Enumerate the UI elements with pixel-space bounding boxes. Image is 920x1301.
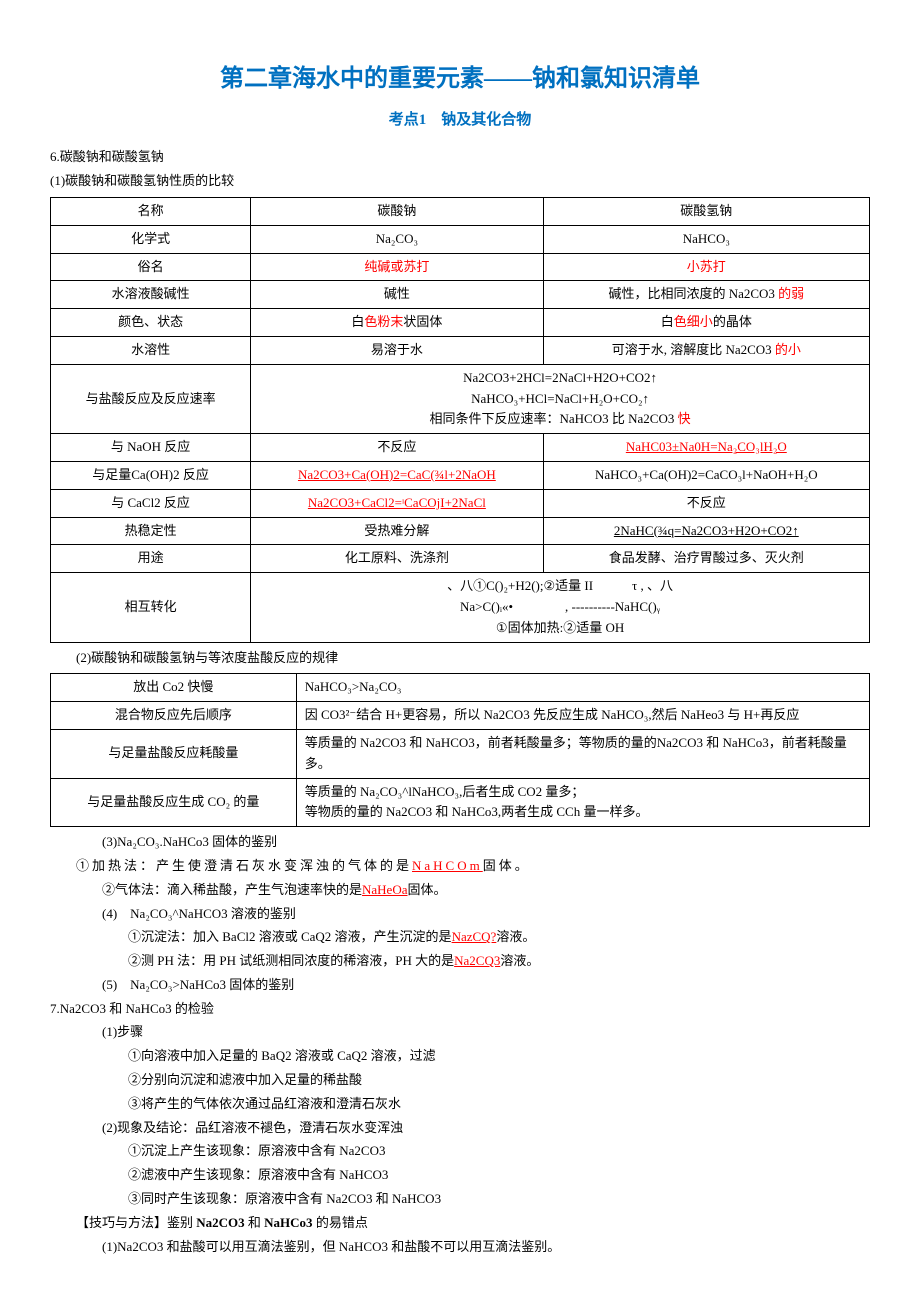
cell: Na2CO3+2HCl=2NaCl+H2O+CO2↑NaHCO₃+HCl=NaC…: [251, 364, 870, 433]
method-4-1: ①沉淀法：加入 BaCl2 溶液或 CaQ2 溶液，产生沉淀的是NazCQ?溶液…: [50, 927, 870, 948]
cell: 因 CO3²⁻结合 H+更容易，所以 Na2CO3 先反应生成 NaHCO₃,然…: [296, 702, 869, 730]
cell: 碱性，比相同浓度的 Na2CO3 的弱: [543, 281, 869, 309]
rules-table: 放出 Co2 快慢NaHCO₃>Na₂CO₃ 混合物反应先后顺序因 CO3²⁻结…: [50, 673, 870, 827]
cell: 化工原料、洗涤剂: [251, 545, 543, 573]
result-3: ③同时产生该现象：原溶液中含有 Na2CO3 和 NaHCO3: [50, 1189, 870, 1210]
cell: 与足量盐酸反应生成 CO₂ 的量: [51, 778, 297, 827]
cell: 小苏打: [543, 253, 869, 281]
cell: 水溶液酸碱性: [51, 281, 251, 309]
cell: 名称: [51, 197, 251, 225]
table-row: 放出 Co2 快慢NaHCO₃>Na₂CO₃: [51, 674, 870, 702]
cell: 放出 Co2 快慢: [51, 674, 297, 702]
cell: 等质量的 Na₂CO₃^lNaHCO₃,后者生成 CO2 量多； 等物质的量的 …: [296, 778, 869, 827]
cell: 可溶于水, 溶解度比 Na2CO3 的小: [543, 336, 869, 364]
table-row: 名称碳酸钠碳酸氢钠: [51, 197, 870, 225]
cell: 易溶于水: [251, 336, 543, 364]
cell: 与 NaOH 反应: [51, 434, 251, 462]
cell: Na2CO3+CaCl2=ᶦCaCOjI+2NaCl: [251, 489, 543, 517]
cell: 白色粉末状固体: [251, 309, 543, 337]
table-row: 与 CaCl2 反应Na2CO3+CaCl2=ᶦCaCOjI+2NaCl不反应: [51, 489, 870, 517]
method-1: ①加热法：产生使澄清石灰水变浑浊的气体的是NaHCOm固体。: [50, 856, 870, 877]
page-title: 第二章海水中的重要元素——钠和氯知识清单: [50, 60, 870, 98]
cell: 俗名: [51, 253, 251, 281]
table-row: 水溶液酸碱性碱性碱性，比相同浓度的 Na2CO3 的弱: [51, 281, 870, 309]
cell: 等质量的 Na2CO3 和 NaHCO3，前者耗酸量多；等物质的量的Na2CO3…: [296, 729, 869, 778]
cell: 与足量Ca(OH)2 反应: [51, 461, 251, 489]
cell: 混合物反应先后顺序: [51, 702, 297, 730]
comparison-table: 名称碳酸钠碳酸氢钠 化学式Na₂CO₃NaHCO₃ 俗名纯碱或苏打小苏打 水溶液…: [50, 197, 870, 643]
section-6-5-heading: (5) Na₂CO₃>NaHCo3 固体的鉴别: [50, 975, 870, 996]
table-row: 与足量盐酸反应耗酸量等质量的 Na2CO3 和 NaHCO3，前者耗酸量多；等物…: [51, 729, 870, 778]
table-row: 与足量Ca(OH)2 反应Na2CO3+Ca(OH)2=CaC(¾l+2NaOH…: [51, 461, 870, 489]
section-6-heading: 6.碳酸钠和碳酸氢钠: [50, 147, 870, 168]
cell: NaHCO₃: [543, 225, 869, 253]
section-6-4-heading: (4) Na₂CO₃^NaHCO3 溶液的鉴别: [50, 904, 870, 925]
result-2: ②滤液中产生该现象：原溶液中含有 NaHCO3: [50, 1165, 870, 1186]
cell: 、八①C()₂+H2();②适量 II τ , 、八 Na>C()ᵢ«• , -…: [251, 573, 870, 642]
section-6-1-heading: (1)碳酸钠和碳酸氢钠性质的比较: [50, 171, 870, 192]
cell: 碳酸钠: [251, 197, 543, 225]
step-3: ③将产生的气体依次通过品红溶液和澄清石灰水: [50, 1094, 870, 1115]
tip-1: (1)Na2CO3 和盐酸可以用互滴法鉴别，但 NaHCO3 和盐酸不可以用互滴…: [50, 1237, 870, 1258]
cell: 纯碱或苏打: [251, 253, 543, 281]
cell: NaHC03±Na0H=Na₂CO₃lH₂O: [543, 434, 869, 462]
section-7-1-heading: (1)步骤: [50, 1022, 870, 1043]
table-row: 相互转化、八①C()₂+H2();②适量 II τ , 、八 Na>C()ᵢ«•…: [51, 573, 870, 642]
method-4-2: ②测 PH 法：用 PH 试纸测相同浓度的稀溶液，PH 大的是Na2CQ3溶液。: [50, 951, 870, 972]
cell: 化学式: [51, 225, 251, 253]
cell: 食品发酵、治疗胃酸过多、灭火剂: [543, 545, 869, 573]
cell: 碳酸氢钠: [543, 197, 869, 225]
section-7-2-heading: (2)现象及结论：品红溶液不褪色，澄清石灰水变浑浊: [50, 1118, 870, 1139]
cell: 水溶性: [51, 336, 251, 364]
cell: 2NaHC(¾q=Na2CO3+H2O+CO2↑: [543, 517, 869, 545]
cell: 与盐酸反应及反应速率: [51, 364, 251, 433]
result-1: ①沉淀上产生该现象：原溶液中含有 Na2CO3: [50, 1141, 870, 1162]
cell: 相互转化: [51, 573, 251, 642]
cell: Na₂CO₃: [251, 225, 543, 253]
cell: 与 CaCl2 反应: [51, 489, 251, 517]
cell: NaHCO₃>Na₂CO₃: [296, 674, 869, 702]
table-row: 与足量盐酸反应生成 CO₂ 的量等质量的 Na₂CO₃^lNaHCO₃,后者生成…: [51, 778, 870, 827]
cell: 不反应: [251, 434, 543, 462]
table-row: 混合物反应先后顺序因 CO3²⁻结合 H+更容易，所以 Na2CO3 先反应生成…: [51, 702, 870, 730]
cell: 颜色、状态: [51, 309, 251, 337]
table-row: 用途化工原料、洗涤剂食品发酵、治疗胃酸过多、灭火剂: [51, 545, 870, 573]
cell: 热稳定性: [51, 517, 251, 545]
section-6-3-heading: (3)Na₂CO₃.NaHCo3 固体的鉴别: [50, 832, 870, 853]
cell: 受热难分解: [251, 517, 543, 545]
table-row: 水溶性易溶于水可溶于水, 溶解度比 Na2CO3 的小: [51, 336, 870, 364]
table-row: 颜色、状态白色粉末状固体白色细小的晶体: [51, 309, 870, 337]
subtitle: 考点1 钠及其化合物: [50, 108, 870, 132]
step-1: ①向溶液中加入足量的 BaQ2 溶液或 CaQ2 溶液，过滤: [50, 1046, 870, 1067]
cell: NaHCO₃+Ca(OH)2=CaCO₃l+NaOH+H₂O: [543, 461, 869, 489]
cell: 不反应: [543, 489, 869, 517]
table-row: 俗名纯碱或苏打小苏打: [51, 253, 870, 281]
cell: 用途: [51, 545, 251, 573]
table-row: 与盐酸反应及反应速率Na2CO3+2HCl=2NaCl+H2O+CO2↑NaHC…: [51, 364, 870, 433]
cell: 碱性: [251, 281, 543, 309]
section-6-2-heading: (2)碳酸钠和碳酸氢钠与等浓度盐酸反应的规律: [50, 648, 870, 669]
step-2: ②分别向沉淀和滤液中加入足量的稀盐酸: [50, 1070, 870, 1091]
section-7-heading: 7.Na2CO3 和 NaHCo3 的检验: [50, 999, 870, 1020]
cell: Na2CO3+Ca(OH)2=CaC(¾l+2NaOH: [251, 461, 543, 489]
cell: 与足量盐酸反应耗酸量: [51, 729, 297, 778]
table-row: 化学式Na₂CO₃NaHCO₃: [51, 225, 870, 253]
table-row: 热稳定性受热难分解2NaHC(¾q=Na2CO3+H2O+CO2↑: [51, 517, 870, 545]
method-2: ②气体法：滴入稀盐酸，产生气泡速率快的是NaHeOa固体。: [50, 880, 870, 901]
cell: 白色细小的晶体: [543, 309, 869, 337]
tip-heading: 【技巧与方法】鉴别 Na2CO3 和 NaHCo3 的易错点: [50, 1213, 870, 1234]
table-row: 与 NaOH 反应不反应NaHC03±Na0H=Na₂CO₃lH₂O: [51, 434, 870, 462]
